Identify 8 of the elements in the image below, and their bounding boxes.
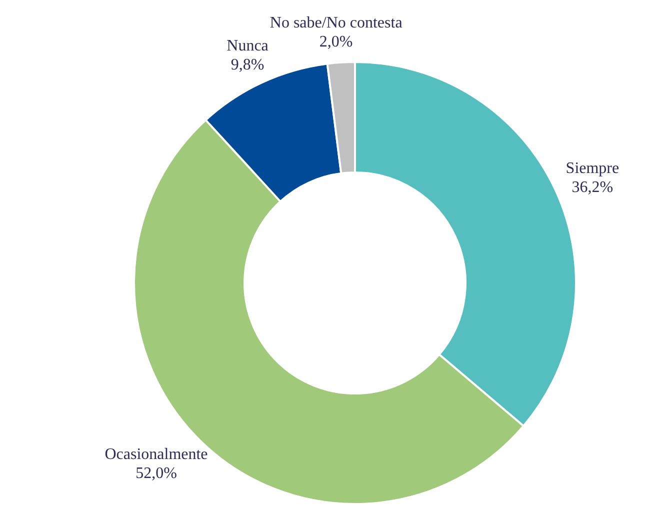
data-label: 9,8%: [230, 56, 264, 74]
slice-label: Ocasionalmente: [104, 446, 208, 463]
slice-label: Nunca: [226, 37, 268, 54]
data-label: 36,2%: [572, 178, 614, 196]
data-label: 52,0%: [136, 465, 177, 482]
data-label: 2,0%: [319, 34, 353, 51]
slice-label: No sabe/No contesta: [270, 14, 402, 32]
slice-label: Siempre: [566, 160, 620, 177]
